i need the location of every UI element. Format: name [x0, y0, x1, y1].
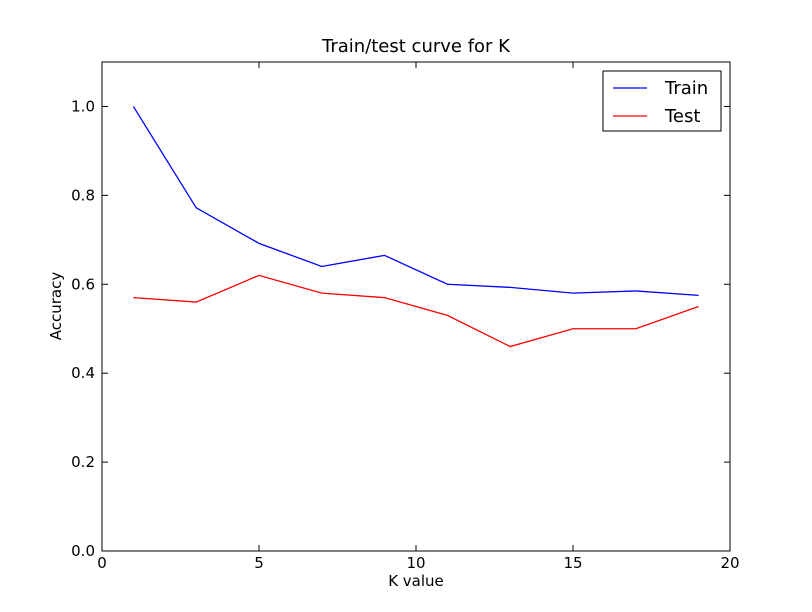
y-axis-label: Accuracy — [47, 272, 65, 341]
y-tick-label: 0.6 — [71, 275, 95, 293]
x-tick-label: 20 — [720, 554, 739, 572]
y-tick-label: 0.4 — [71, 364, 95, 382]
legend-label-train: Train — [664, 78, 708, 99]
series-layer — [132, 106, 699, 348]
y-tick-label: 0.2 — [71, 453, 95, 471]
series-line-train — [132, 106, 699, 297]
x-tick-label: 5 — [254, 554, 264, 572]
legend-box — [602, 70, 722, 132]
y-tick-label: 0.0 — [71, 542, 95, 560]
x-axis-label: K value — [388, 572, 444, 590]
series-line-test — [133, 274, 699, 348]
x-tick-label: 15 — [563, 554, 582, 572]
legend: Train Test — [602, 70, 722, 132]
y-tick-label: 0.8 — [71, 186, 95, 204]
tick-layer: 0 5 10 15 20 0.0 0.2 0.4 0.6 0.8 1.0 — [71, 62, 740, 572]
legend-label-test: Test — [664, 106, 700, 127]
chart-title: Train/test curve for K — [321, 36, 511, 57]
x-tick-label: 10 — [406, 554, 425, 572]
x-tick-label: 0 — [97, 554, 107, 572]
y-tick-label: 1.0 — [71, 97, 95, 115]
